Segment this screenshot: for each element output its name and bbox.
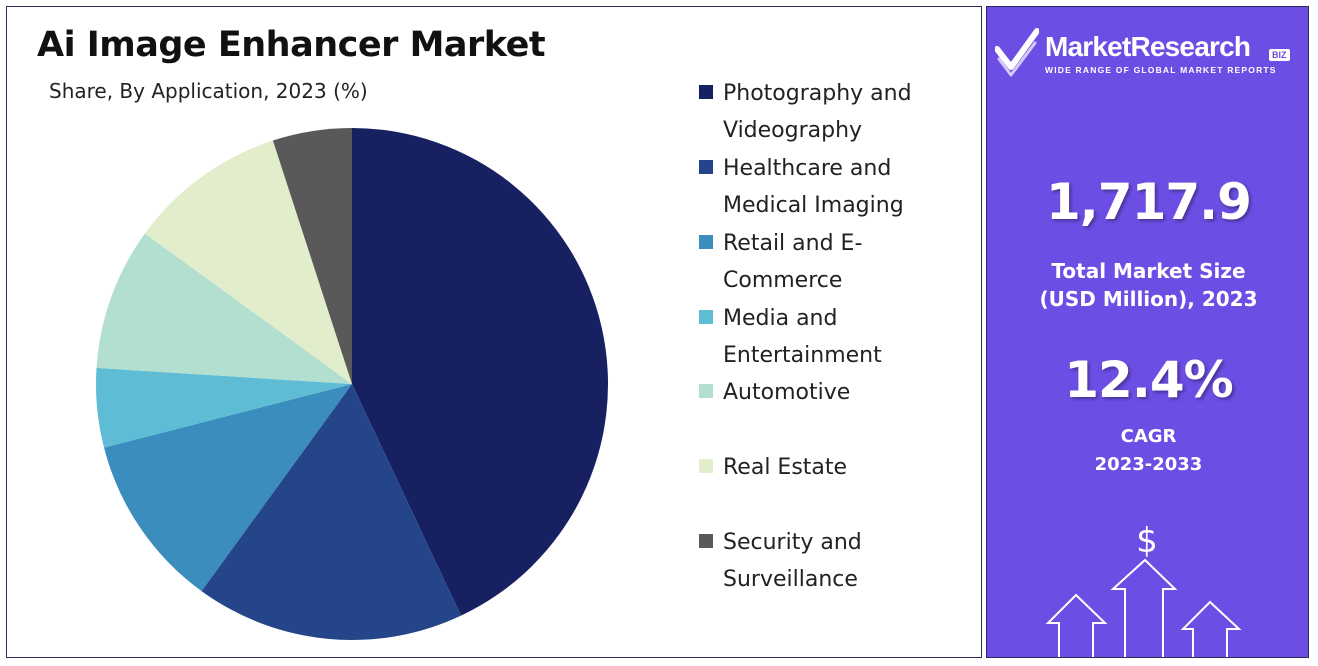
pie-slice-media-and-entertainment bbox=[96, 367, 352, 448]
growth-arrows-icon: $ bbox=[1045, 521, 1242, 657]
legend-label: Security and Surveillance bbox=[723, 530, 862, 592]
pie-slice-photography-and-videography bbox=[352, 128, 609, 616]
market-size-value: 1,717.9 bbox=[1046, 173, 1252, 231]
legend-label: Photography and Videography bbox=[723, 81, 912, 143]
stats-sidebar: MarketResearch BIZ WIDE RANGE OF GLOBAL … bbox=[986, 6, 1309, 658]
pie-slice-healthcare-and-medical-imaging bbox=[201, 384, 461, 641]
legend-label: Healthcare and Medical Imaging bbox=[723, 156, 904, 218]
legend-swatch bbox=[699, 310, 713, 324]
brand-logo: MarketResearch BIZ WIDE RANGE OF GLOBAL … bbox=[995, 27, 1305, 87]
market-size-label: Total Market Size (USD Million), 2023 bbox=[1039, 259, 1258, 311]
logo-badge: BIZ bbox=[1269, 49, 1290, 61]
dollar-icon: $ bbox=[1136, 521, 1158, 561]
legend-swatch bbox=[699, 160, 713, 174]
pie-chart bbox=[96, 128, 609, 641]
page-title: Ai Image Enhancer Market bbox=[37, 25, 546, 65]
legend-swatch bbox=[699, 235, 713, 249]
pie-slice-retail-and-e-commerce bbox=[104, 384, 352, 592]
legend-label: Media and Entertainment bbox=[723, 306, 882, 368]
legend-label: Retail and E- Commerce bbox=[723, 231, 863, 293]
cagr-label: CAGR 2023-2033 bbox=[1094, 426, 1203, 475]
checkmark-logo-icon bbox=[995, 28, 1039, 77]
logo-name: MarketResearch bbox=[1045, 31, 1251, 62]
pie-slice-real-estate bbox=[144, 140, 352, 384]
legend-swatch bbox=[699, 459, 713, 473]
legend-swatch bbox=[699, 384, 713, 398]
pie-slice-automotive bbox=[96, 233, 352, 384]
chart-panel: Ai Image Enhancer Market Share, By Appli… bbox=[6, 6, 982, 658]
legend-swatch bbox=[699, 534, 713, 548]
cagr-value: 12.4% bbox=[1064, 351, 1233, 409]
legend-label: Automotive bbox=[723, 380, 851, 405]
pie-slice-security-and-surveillance bbox=[272, 128, 352, 384]
chart-subtitle: Share, By Application, 2023 (%) bbox=[49, 79, 368, 103]
logo-tagline: WIDE RANGE OF GLOBAL MARKET REPORTS bbox=[1045, 65, 1277, 75]
legend-swatch bbox=[699, 85, 713, 99]
legend-label: Real Estate bbox=[723, 455, 848, 480]
